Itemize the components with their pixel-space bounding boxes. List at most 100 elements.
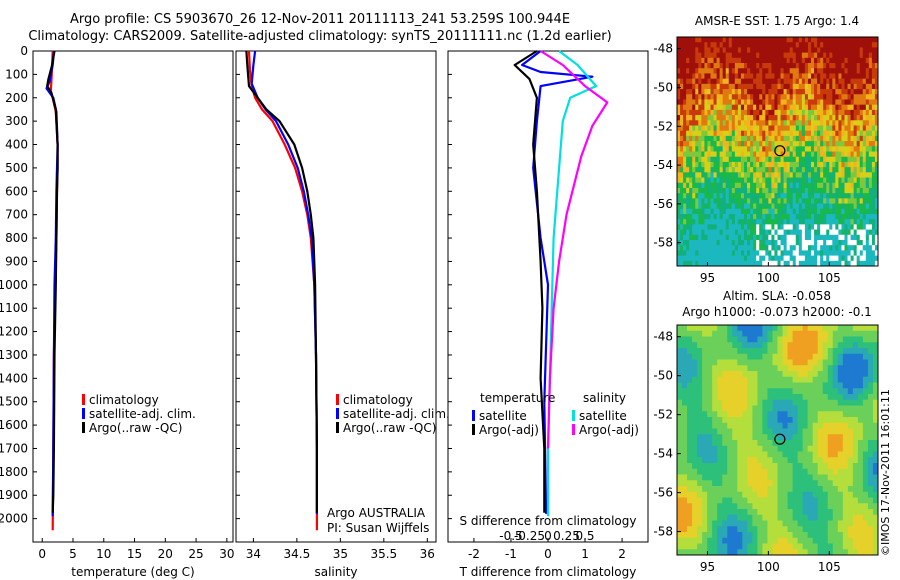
map-x-tick-label: 105 (818, 271, 841, 285)
legend-swatch (572, 410, 575, 421)
map-x-tick-label: 95 (700, 271, 715, 285)
legend-swatch (472, 424, 475, 435)
map-y-tick-label: -50 (653, 369, 673, 383)
map-y-tick-label: -48 (653, 42, 673, 56)
map-y-tick-label: -58 (653, 525, 673, 539)
legend-label: Argo(-adj) (579, 423, 639, 437)
secondary-x-tick-label: -0.25 (514, 529, 545, 543)
plot-frame-0 (32, 50, 234, 543)
series-line-salinity-argo-adj- (540, 50, 609, 449)
figure-title-line2: Climatology: CARS2009. Satellite-adjuste… (28, 29, 612, 44)
series-line-temperature-satellite (520, 50, 594, 514)
map-x-tick-label: 95 (700, 560, 715, 574)
x-axis-label: T difference from climatology (459, 565, 637, 579)
x-tick-label: 15 (127, 547, 142, 561)
map-frame (676, 324, 879, 556)
map-title-sst: AMSR-E SST: 1.75 Argo: 1.4 (695, 14, 859, 28)
map-y-tick-label: -52 (653, 119, 673, 133)
y-tick-label: 0 (20, 44, 28, 58)
y-tick-label: 1100 (0, 301, 28, 315)
x-tick-label: 5 (69, 547, 77, 561)
series-line-temperature-argo-adj- (513, 50, 546, 513)
legend-label: satellite-adj. clim. (343, 407, 450, 421)
series-line-argo-raw-qc- (245, 50, 318, 513)
legend-group-temperature: temperature (480, 391, 555, 405)
legend-label: Argo(..raw -QC) (343, 421, 436, 435)
y-tick-label: 1200 (0, 325, 28, 339)
legend-swatch (336, 422, 339, 433)
legend-label: satellite (479, 409, 527, 423)
legend-swatch (472, 410, 475, 421)
y-tick-label: 1000 (0, 278, 28, 292)
figure-title-line1: Argo profile: CS 5903670_26 12-Nov-2011 … (69, 12, 571, 27)
y-tick-label: 1500 (0, 395, 28, 409)
x-axis-label: salinity (314, 565, 357, 579)
series-line-argo-raw-qc- (46, 50, 59, 513)
y-tick-label: 2000 (0, 512, 28, 526)
y-tick-label: 700 (5, 208, 28, 222)
x-tick-label: 30 (219, 547, 234, 561)
legend-label: Argo(..raw -QC) (89, 421, 182, 435)
argo-location-marker (774, 433, 786, 445)
x-tick-label: 34.5 (284, 547, 311, 561)
legend-label: satellite (579, 409, 627, 423)
legend-swatch (572, 424, 575, 435)
map-panel-4 (677, 325, 879, 556)
map-frame (676, 36, 879, 267)
map-subtitle-argo-height: Argo h1000: -0.073 h2000: -0.1 (682, 305, 872, 319)
x-tick-label: 35 (333, 547, 348, 561)
y-tick-label: 500 (5, 161, 28, 175)
secondary-x-tick-label: -0.5 (499, 529, 522, 543)
map-title-sla: Altim. SLA: -0.058 (723, 289, 831, 303)
legend-swatch (336, 394, 339, 405)
x-tick-label: 35.5 (370, 547, 397, 561)
map-x-tick-label: 105 (818, 560, 841, 574)
secondary-x-tick-label: 0.5 (575, 529, 594, 543)
map-panel-3 (677, 37, 879, 267)
y-tick-label: 1300 (0, 348, 28, 362)
y-tick-label: 100 (5, 67, 28, 81)
x-tick-label: 36 (420, 547, 435, 561)
x-tick-label: 25 (188, 547, 203, 561)
y-tick-label: 1600 (0, 418, 28, 432)
map-y-tick-label: -56 (653, 197, 673, 211)
legend-swatch (82, 422, 85, 433)
secondary-x-tick-label: 0 (544, 529, 552, 543)
y-tick-label: 600 (5, 184, 28, 198)
y-tick-label: 1700 (0, 441, 28, 455)
map-y-tick-label: -58 (653, 236, 673, 250)
argo-program-label: Argo AUSTRALIA (327, 506, 426, 520)
map-y-tick-label: -56 (653, 486, 673, 500)
x-tick-label: 20 (158, 547, 173, 561)
map-y-tick-label: -50 (653, 80, 673, 94)
legend-swatch (336, 408, 339, 419)
legend-label: satellite-adj. clim. (89, 407, 196, 421)
map-y-tick-label: -48 (653, 330, 673, 344)
y-tick-label: 1800 (0, 465, 28, 479)
x-axis-label: temperature (deg C) (71, 565, 194, 579)
map-y-tick-label: -52 (653, 408, 673, 422)
y-tick-label: 1400 (0, 371, 28, 385)
plot-frame-1 (235, 50, 437, 543)
y-tick-label: 300 (5, 114, 28, 128)
argo-location-marker (774, 145, 786, 157)
x-tick-label: 0 (38, 547, 46, 561)
y-tick-label: 400 (5, 138, 28, 152)
y-tick-label: 1900 (0, 488, 28, 502)
secondary-x-axis-label: S difference from climatology (460, 514, 637, 528)
legend-label: climatology (89, 393, 159, 407)
x-tick-label: 34 (246, 547, 261, 561)
map-y-tick-label: -54 (653, 158, 673, 172)
x-tick-label: 2 (618, 547, 626, 561)
secondary-x-tick-label: 0.25 (553, 529, 580, 543)
legend-swatch (82, 408, 85, 419)
x-tick-label: 10 (96, 547, 111, 561)
y-tick-label: 800 (5, 231, 28, 245)
x-tick-label: 1 (581, 547, 589, 561)
pi-label: PI: Susan Wijffels (327, 521, 429, 535)
copyright-stamp: ©IMOS 17-Nov-2011 16:01:11 (879, 389, 892, 556)
legend-label: Argo(-adj) (479, 423, 539, 437)
x-tick-label: 0 (544, 547, 552, 561)
legend-swatch (82, 394, 85, 405)
